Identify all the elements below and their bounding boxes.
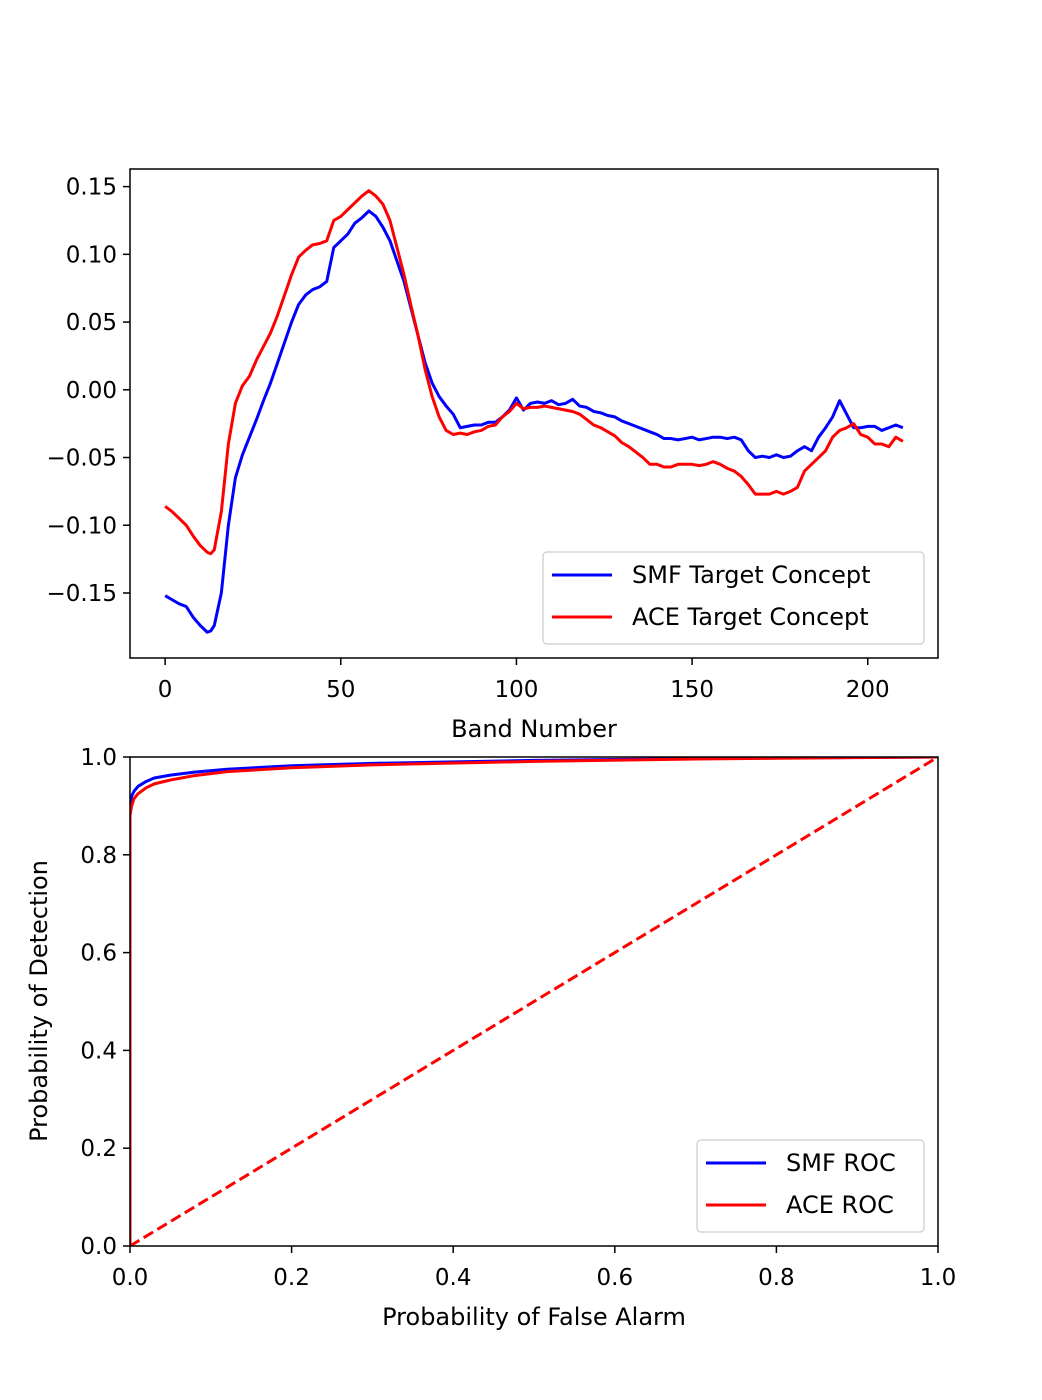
roc-series-layer	[130, 757, 938, 1246]
roc-x-tick-label: 0.2	[273, 1265, 310, 1291]
target-concept-series-layer	[164, 189, 904, 634]
legend-label-smf-roc: SMF ROC	[786, 1149, 896, 1177]
target-concept-plot-frame	[129, 168, 939, 659]
roc-x-tick-label: 0.0	[112, 1265, 149, 1291]
target-concept-chart: 0 50 100 150 200 −0.15 −0.10 −0.05 0.00 0.05 0.10 0…	[47, 168, 939, 743]
target-concept-y-tick-label: 0.00	[66, 378, 117, 404]
roc-x-tick-label: 0.6	[597, 1265, 634, 1291]
legend-label-ace-target-concept: ACE Target Concept	[632, 603, 869, 631]
roc-legend: SMF ROC ACE ROC	[696, 1139, 925, 1233]
target-concept-ticks-layer: 0 50 100 150 200 −0.15 −0.10 −0.05 0.00 0.05 0.10 0…	[47, 175, 890, 703]
target-concept-y-tick-label: −0.05	[47, 446, 117, 472]
roc-y-tick-label: 0.8	[80, 843, 117, 869]
series-line-smf-target-concept	[164, 209, 904, 634]
series-line-ace-target-concept	[164, 189, 904, 556]
roc-y-tick-label: 0.2	[80, 1136, 117, 1162]
roc-y-tick-label: 1.0	[80, 745, 117, 771]
target-concept-legend: SMF Target Concept ACE Target Concept	[542, 551, 925, 645]
roc-y-axis-label: Probability of Detection	[25, 860, 53, 1142]
target-concept-x-axis-label: Band Number	[451, 715, 617, 743]
roc-y-tick-label: 0.4	[80, 1038, 117, 1064]
target-concept-legend-box	[542, 551, 925, 645]
roc-x-axis-label: Probability of False Alarm	[382, 1303, 686, 1331]
target-concept-x-tick-label: 0	[158, 677, 173, 703]
target-concept-x-tick-label: 50	[326, 677, 355, 703]
legend-label-ace-roc: ACE ROC	[786, 1191, 894, 1219]
roc-chance-diagonal-line	[130, 757, 938, 1246]
roc-plot-frame	[129, 756, 939, 1247]
target-concept-x-tick-label: 150	[670, 677, 714, 703]
target-concept-y-tick-label: 0.05	[66, 310, 117, 336]
series-line-ace-roc	[130, 757, 938, 1246]
target-concept-y-tick-label: −0.15	[47, 581, 117, 607]
roc-chart: 0.0 0.2 0.4 0.6 0.8 1.0 0.0 0.2 0.4 0.6 0.8 1.0 Pro…	[25, 745, 956, 1331]
target-concept-x-tick-label: 100	[494, 677, 538, 703]
target-concept-y-tick-label: −0.10	[47, 513, 117, 539]
roc-x-tick-label: 1.0	[920, 1265, 957, 1291]
roc-y-tick-label: 0.6	[80, 941, 117, 967]
target-concept-y-tick-label: 0.15	[66, 175, 117, 201]
roc-y-tick-label: 0.0	[80, 1234, 117, 1260]
target-concept-x-tick-label: 200	[846, 677, 890, 703]
roc-x-tick-label: 0.4	[435, 1265, 472, 1291]
roc-x-tick-label: 0.8	[758, 1265, 795, 1291]
roc-ticks-layer: 0.0 0.2 0.4 0.6 0.8 1.0 0.0 0.2 0.4 0.6 0.8 1.0	[80, 745, 956, 1291]
legend-label-smf-target-concept: SMF Target Concept	[632, 561, 871, 589]
target-concept-y-tick-label: 0.10	[66, 242, 117, 268]
